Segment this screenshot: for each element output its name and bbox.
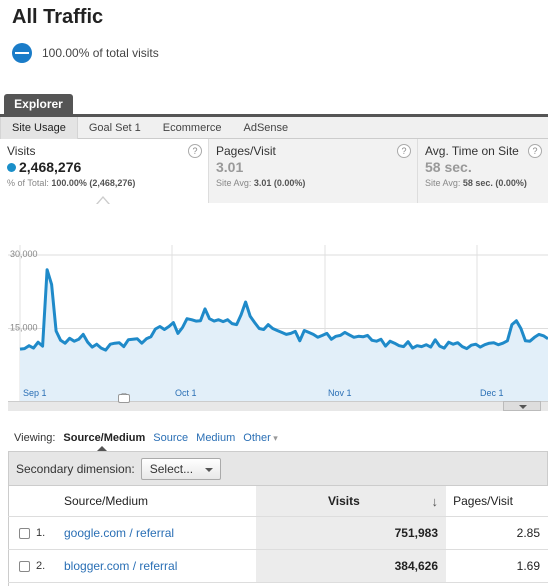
chart-scrollbar[interactable] [8, 401, 548, 411]
header-source-medium[interactable]: Source/Medium [64, 494, 149, 508]
metric-value: 58 sec. [425, 159, 472, 175]
explorer-subtabs: Site Usage Goal Set 1 Ecommerce AdSense [0, 116, 548, 139]
secondary-dimension-bar: Secondary dimension: Select... [8, 451, 548, 486]
header-visits-label: Visits [328, 494, 360, 508]
series-line [19, 268, 548, 352]
viewing-bar: Viewing: Source/Medium Source Medium Oth… [14, 432, 278, 451]
explorer-divider [0, 114, 548, 117]
metric-value: 2,468,276 [7, 159, 201, 175]
help-icon[interactable]: ? [188, 144, 202, 158]
metric-sub-prefix: % of Total: [7, 178, 52, 188]
row-number: 1. [36, 527, 46, 539]
visits-chart-svg: 30,000 15,000 Sep 1 Oct 1 Nov 1 Dec 1 [8, 245, 548, 402]
metric-sub-value: 58 sec. (0.00%) [462, 178, 527, 188]
subtab-goal-set-1[interactable]: Goal Set 1 [88, 121, 141, 134]
table-row: 1. google.com / referral 751,983 2.85 [8, 517, 548, 550]
metric-value: 3.01 [216, 159, 244, 175]
metric-pages-visit[interactable]: Pages/Visit 3.01 Site Avg: 3.01 (0.00%) … [209, 139, 418, 203]
row-checkbox[interactable] [19, 560, 30, 572]
explorer-tab[interactable]: Explorer [4, 94, 73, 114]
visits-chart[interactable]: 30,000 15,000 Sep 1 Oct 1 Nov 1 Dec 1 [0, 206, 548, 414]
view-source[interactable]: Source [153, 432, 189, 444]
row-source-link[interactable]: google.com / referral [64, 526, 175, 540]
segment-label: 100.00% of total visits [42, 46, 159, 60]
view-other-dropdown[interactable]: Other [243, 432, 278, 444]
metric-sub: Site Avg: 58 sec. (0.00%) [425, 178, 541, 188]
metric-sub-prefix: Site Avg: [216, 178, 254, 188]
row-visits: 384,626 [256, 550, 446, 582]
row-pages-visit: 2.85 [516, 526, 540, 540]
x-tick-label: Oct 1 [175, 388, 197, 398]
row-pages-visit: 1.69 [516, 559, 540, 573]
help-icon[interactable]: ? [528, 144, 542, 158]
metric-label: Avg. Time on Site [425, 144, 519, 158]
header-pages-visit[interactable]: Pages/Visit [453, 494, 513, 508]
secondary-dimension-label: Secondary dimension: [16, 461, 135, 476]
metric-sub: % of Total: 100.00% (2,468,276) [7, 178, 201, 188]
metric-sub-value: 100.00% (2,468,276) [51, 178, 136, 188]
subtab-ecommerce[interactable]: Ecommerce [162, 121, 222, 134]
page-title: All Traffic [12, 6, 104, 28]
series-area [20, 269, 548, 402]
annotation-handle-icon[interactable]: ⌒ [118, 394, 130, 403]
view-source-medium[interactable]: Source/Medium [63, 432, 146, 451]
x-tick-label: Dec 1 [480, 388, 504, 398]
table-header: Source/Medium Visits ↓ Pages/Visit [8, 486, 548, 517]
selected-metric-caret-icon [96, 196, 110, 205]
metric-avg-time[interactable]: Avg. Time on Site 58 sec. Site Avg: 58 s… [418, 139, 548, 203]
x-tick-label: Sep 1 [23, 388, 47, 398]
metric-label: Visits [7, 144, 36, 158]
metric-label: Pages/Visit [216, 144, 276, 158]
viewing-label: Viewing: [14, 432, 56, 444]
chart-options-toggle[interactable] [503, 401, 541, 411]
y-tick-label: 15,000 [10, 323, 38, 333]
secondary-dimension-select[interactable]: Select... [140, 457, 221, 480]
metric-sub: Site Avg: 3.01 (0.00%) [216, 178, 410, 188]
help-icon[interactable]: ? [397, 144, 411, 158]
metric-visits[interactable]: Visits 2,468,276 % of Total: 100.00% (2,… [0, 139, 209, 205]
metric-value-text: 2,468,276 [19, 159, 82, 175]
subtab-site-usage[interactable]: Site Usage [0, 116, 78, 139]
series-dot-icon [7, 163, 16, 172]
sort-arrow-icon: ↓ [431, 493, 439, 509]
metric-sub-prefix: Site Avg: [425, 178, 463, 188]
segment-pie-icon [12, 43, 32, 63]
segment-row: 100.00% of total visits [12, 43, 159, 63]
row-source-link[interactable]: blogger.com / referral [64, 559, 178, 573]
table-row: 2. blogger.com / referral 384,626 1.69 [8, 550, 548, 583]
view-medium[interactable]: Medium [196, 432, 236, 444]
subtab-adsense[interactable]: AdSense [243, 121, 289, 134]
metric-sub-value: 3.01 (0.00%) [253, 178, 306, 188]
row-number: 2. [36, 560, 46, 572]
data-table: Source/Medium Visits ↓ Pages/Visit 1. goo… [8, 486, 548, 583]
row-select: 1. [8, 527, 56, 539]
row-checkbox[interactable] [19, 527, 30, 539]
table-frame [8, 486, 548, 586]
y-tick-label: 30,000 [10, 249, 38, 259]
row-visits: 751,983 [256, 517, 446, 549]
header-visits[interactable]: Visits ↓ [256, 486, 446, 516]
row-select: 2. [8, 560, 56, 572]
metrics-scorecard: Visits 2,468,276 % of Total: 100.00% (2,… [0, 139, 548, 205]
x-tick-label: Nov 1 [328, 388, 352, 398]
